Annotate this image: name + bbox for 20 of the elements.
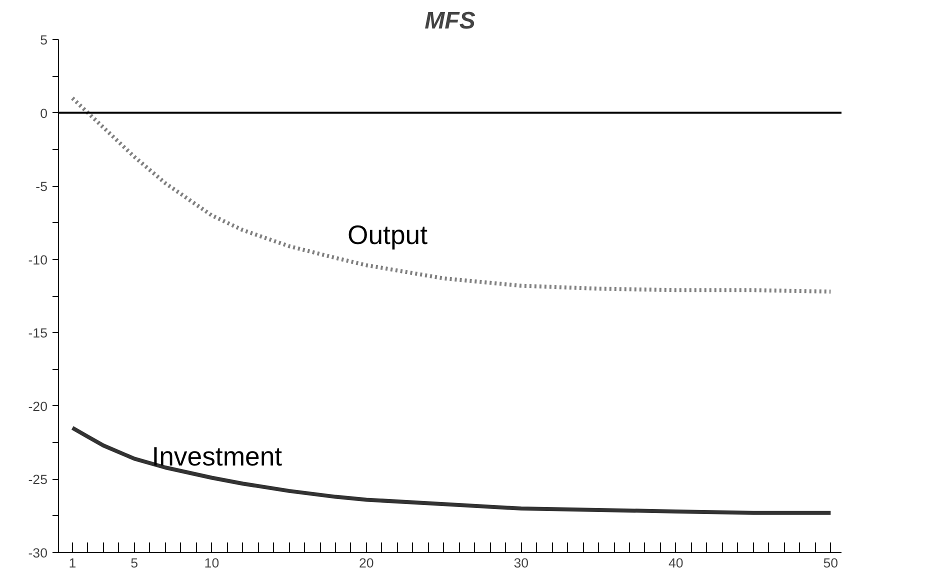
series-label: Investment bbox=[152, 442, 283, 472]
y-tick-label: -15 bbox=[28, 326, 48, 341]
y-tick-label: -10 bbox=[28, 252, 48, 268]
y-tick-label: -5 bbox=[36, 179, 48, 194]
x-tick-label: 50 bbox=[823, 556, 838, 570]
chart-title: MFS bbox=[424, 8, 476, 34]
y-tick-label: 5 bbox=[40, 32, 48, 48]
x-tick-label: 30 bbox=[514, 556, 529, 570]
x-tick-label: 1 bbox=[68, 556, 76, 570]
x-tick-label: 5 bbox=[130, 556, 138, 570]
line-series bbox=[70, 426, 833, 515]
series-label: Output bbox=[347, 220, 428, 250]
y-tick-label: -25 bbox=[28, 472, 48, 488]
x-tick-label: 20 bbox=[359, 556, 374, 570]
x-tick-label: 40 bbox=[668, 556, 684, 570]
y-tick-label: -30 bbox=[28, 546, 48, 560]
y-tick-label: 0 bbox=[40, 106, 48, 121]
y-tick-label: -20 bbox=[28, 398, 48, 414]
line-series bbox=[70, 96, 833, 294]
x-tick-label: 10 bbox=[204, 556, 220, 570]
